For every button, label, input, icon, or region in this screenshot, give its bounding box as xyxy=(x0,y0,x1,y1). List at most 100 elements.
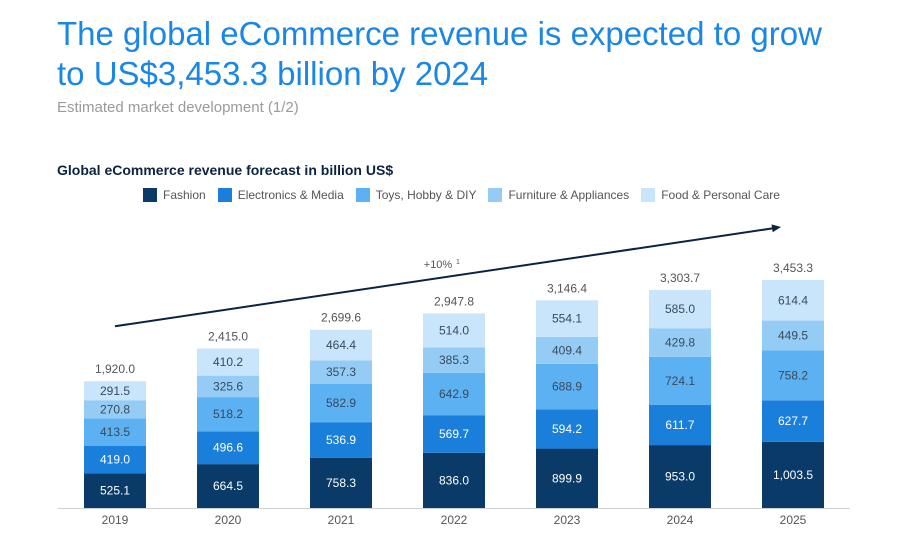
legend-label: Fashion xyxy=(163,188,206,202)
bar-label-2020-0: 664.5 xyxy=(213,479,243,493)
legend-item-4: Food & Personal Care xyxy=(641,188,780,202)
bar-2023-4 xyxy=(536,300,598,337)
bar-2021-4 xyxy=(310,329,372,361)
legend-swatch xyxy=(143,188,157,202)
bar-2020-0 xyxy=(197,464,259,508)
cagr-annotation: +10% xyxy=(424,259,453,271)
bar-label-2019-1: 419.0 xyxy=(100,452,130,466)
title-line-2: to US$3,453.3 billion by 2024 xyxy=(57,55,489,92)
bar-2024-0 xyxy=(649,445,711,508)
cagr-footnote: 1 xyxy=(456,259,460,266)
bar-2019-4 xyxy=(84,381,146,401)
growth-arrow-head xyxy=(771,224,781,233)
bar-2021-1 xyxy=(310,422,372,458)
bar-label-2023-0: 899.9 xyxy=(552,471,582,485)
x-tick-label-2022: 2022 xyxy=(441,513,468,527)
bar-2024-2 xyxy=(649,356,711,405)
bar-label-2024-1: 611.7 xyxy=(665,418,694,432)
bar-2022-3 xyxy=(423,347,485,373)
bar-2019-2 xyxy=(84,418,146,446)
bar-2025-2 xyxy=(762,350,824,401)
legend-swatch xyxy=(488,188,503,202)
bar-label-2023-1: 594.2 xyxy=(552,422,582,436)
x-tick-label-2020: 2020 xyxy=(215,513,242,527)
bar-2020-1 xyxy=(197,431,259,465)
bar-label-2023-4: 554.1 xyxy=(552,312,582,326)
chart-title: Global eCommerce revenue forecast in bil… xyxy=(57,162,394,178)
chart-legend: Fashion Electronics & Media Toys, Hobby & … xyxy=(143,188,780,202)
bar-label-2020-3: 325.6 xyxy=(213,379,243,393)
total-label-2021: 2,699.6 xyxy=(321,311,361,325)
total-label-2019: 1,920.0 xyxy=(95,362,135,376)
legend-item-0: Fashion xyxy=(143,188,206,202)
bar-label-2021-0: 758.3 xyxy=(326,476,356,490)
bar-2020-2 xyxy=(197,397,259,432)
total-label-2023: 3,146.4 xyxy=(547,281,587,295)
bar-2020-4 xyxy=(197,348,259,376)
legend-label: Toys, Hobby & DIY xyxy=(375,188,477,202)
total-label-2022: 2,947.8 xyxy=(434,294,474,308)
bar-label-2019-3: 270.8 xyxy=(100,402,130,416)
bar-label-2025-2: 758.2 xyxy=(778,368,808,382)
bar-label-2024-0: 953.0 xyxy=(665,470,695,484)
bar-2022-2 xyxy=(423,372,485,416)
bar-2021-0 xyxy=(310,457,372,508)
legend-swatch xyxy=(641,188,656,202)
bar-2023-2 xyxy=(536,363,598,410)
bar-2025-4 xyxy=(762,280,824,321)
bar-2024-4 xyxy=(649,289,711,329)
bar-2022-0 xyxy=(423,452,485,508)
bar-2025-0 xyxy=(762,441,824,508)
bar-2019-0 xyxy=(84,473,146,508)
bar-2023-0 xyxy=(536,448,598,508)
x-tick-label-2019: 2019 xyxy=(102,513,129,527)
bar-label-2025-1: 627.7 xyxy=(778,414,808,428)
page-title: The global eCommerce revenue is expected… xyxy=(57,14,897,94)
bar-label-2023-3: 409.4 xyxy=(552,343,582,357)
bar-label-2020-2: 518.2 xyxy=(213,407,243,421)
bar-label-2021-1: 536.9 xyxy=(326,433,356,447)
legend-label: Furniture & Appliances xyxy=(508,188,630,202)
bar-label-2021-4: 464.4 xyxy=(326,338,356,352)
bar-label-2025-3: 449.5 xyxy=(778,328,808,342)
bar-label-2022-4: 514.0 xyxy=(439,323,469,337)
bar-label-2025-0: 1,003.5 xyxy=(773,468,813,482)
bar-2022-1 xyxy=(423,415,485,453)
bar-2025-1 xyxy=(762,400,824,442)
bar-label-2020-4: 410.2 xyxy=(213,355,243,369)
bar-label-2022-0: 836.0 xyxy=(439,473,469,487)
total-label-2024: 3,303.7 xyxy=(660,271,700,285)
bar-2024-1 xyxy=(649,404,711,446)
legend-swatch xyxy=(217,188,232,202)
bar-label-2022-3: 385.3 xyxy=(439,353,469,367)
bar-2023-1 xyxy=(536,409,598,449)
bar-2019-3 xyxy=(84,400,146,419)
legend-label: Food & Personal Care xyxy=(661,188,780,202)
bar-2024-3 xyxy=(649,328,711,357)
title-line-1: The global eCommerce revenue is expected… xyxy=(57,15,822,52)
bar-label-2023-2: 688.9 xyxy=(552,380,582,394)
legend-swatch xyxy=(355,188,370,202)
bar-2023-3 xyxy=(536,336,598,364)
bar-label-2019-4: 291.5 xyxy=(100,384,130,398)
total-label-2025: 3,453.3 xyxy=(773,261,813,275)
legend-item-3: Furniture & Appliances xyxy=(488,188,629,202)
bar-label-2024-3: 429.8 xyxy=(665,336,695,350)
x-tick-label-2024: 2024 xyxy=(667,513,694,527)
growth-arrow-line xyxy=(114,227,776,328)
page-subtitle: Estimated market development (1/2) xyxy=(57,99,299,116)
legend-item-2: Toys, Hobby & DIY xyxy=(355,188,477,202)
x-tick-label-2025: 2025 xyxy=(780,513,807,527)
bar-2025-3 xyxy=(762,320,824,351)
bar-2021-2 xyxy=(310,384,372,423)
bar-label-2024-2: 724.1 xyxy=(665,374,695,388)
bar-label-2020-1: 496.6 xyxy=(213,441,243,455)
bar-2020-3 xyxy=(197,375,259,398)
bar-label-2022-2: 642.9 xyxy=(439,387,469,401)
bar-2022-4 xyxy=(423,313,485,348)
bar-label-2021-3: 357.3 xyxy=(326,365,356,379)
legend-item-1: Electronics & Media xyxy=(217,188,344,202)
bar-label-2019-0: 525.1 xyxy=(100,484,130,498)
bar-2021-3 xyxy=(310,360,372,385)
